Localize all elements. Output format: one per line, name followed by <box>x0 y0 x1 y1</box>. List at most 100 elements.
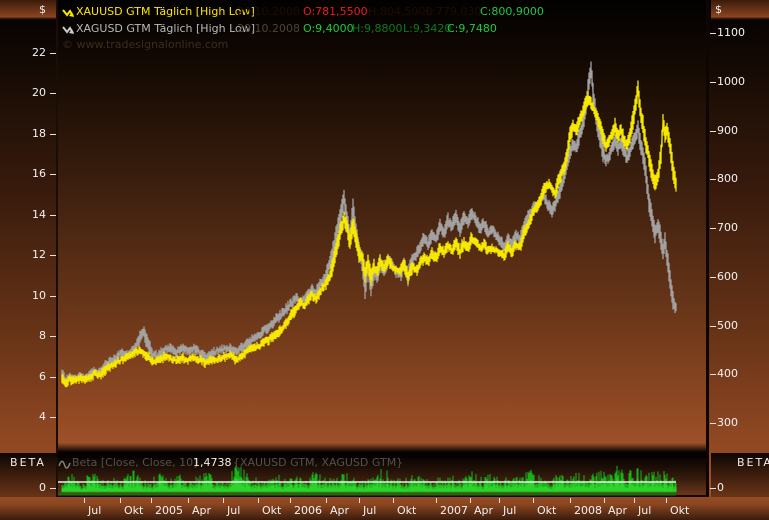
right-axis-tick-label: 300 <box>717 416 738 429</box>
time-axis-tick <box>634 498 635 503</box>
beta-zero-tick-left <box>50 488 56 489</box>
left-axis-tick-label: 18 <box>32 127 46 140</box>
left-axis-tick-label: 20 <box>32 86 46 99</box>
beta-title-right: BETA <box>737 456 769 469</box>
left-axis-tick-label: 22 <box>32 46 46 59</box>
time-axis-label: 2007 <box>440 504 468 517</box>
time-axis-tick <box>258 498 259 503</box>
legend-gold-name[interactable]: XAUUSD GTM Täglich [High Low] <box>76 5 255 18</box>
left-axis-tick <box>50 215 56 216</box>
right-axis-tick-label: 700 <box>717 221 738 234</box>
time-axis-tick <box>223 498 224 503</box>
left-axis-tick <box>50 174 56 175</box>
time-axis-label: Jul <box>638 504 652 517</box>
beta-band-left <box>0 453 56 497</box>
left-axis-unit-band: $ <box>0 0 56 20</box>
beta-legend-name[interactable]: Beta [Close, Close, 10] <box>72 456 198 469</box>
time-axis-tick <box>499 498 500 503</box>
time-axis-tick <box>359 498 360 503</box>
legend-gold-high: H:804,5000 <box>368 5 433 18</box>
legend-silver-name[interactable]: XAGUSD GTM Täglich [High Low] <box>76 22 256 35</box>
left-axis-tick <box>50 134 56 135</box>
time-axis-tick <box>188 498 189 503</box>
time-axis-tick <box>604 498 605 503</box>
legend-gold-close: C:800,9000 <box>480 5 544 18</box>
time-axis-label: Okt <box>262 504 282 517</box>
time-axis-label: 2006 <box>294 504 322 517</box>
legend-gold-date: 20.10.2008 - <box>237 5 308 18</box>
time-axis-label: Apr <box>330 504 350 517</box>
time-axis-label: Apr <box>192 504 212 517</box>
time-axis-tick <box>326 498 327 503</box>
right-axis-tick-label: 900 <box>717 124 738 137</box>
time-axis-label: Jul <box>88 504 102 517</box>
right-axis-tick <box>710 374 716 375</box>
beta-title-left: BETA <box>10 456 46 469</box>
right-axis-tick <box>710 423 716 424</box>
beta-zero-tick-right <box>710 488 716 489</box>
legend-silver-low: L:9,3420 <box>403 22 452 35</box>
time-axis-tick <box>393 498 394 503</box>
right-axis-tick <box>710 326 716 327</box>
beta-current-value: 1,4738 <box>193 456 232 469</box>
right-axis-tick-label: 1100 <box>717 26 745 39</box>
time-axis-label: Okt <box>537 504 557 517</box>
legend-gold-low: L:779,0300 <box>426 5 489 18</box>
time-axis-label: Apr <box>608 504 628 517</box>
right-axis-unit: $ <box>715 3 722 16</box>
time-axis-label: Okt <box>670 504 690 517</box>
right-axis-tick-label: 400 <box>717 367 738 380</box>
legend-silver-date: 20.10.2008 - <box>237 22 308 35</box>
time-axis-tick <box>290 498 291 503</box>
right-axis-tick <box>710 179 716 180</box>
time-axis-label: Jul <box>503 504 517 517</box>
time-axis-label: 2005 <box>155 504 183 517</box>
left-axis-tick-label: 12 <box>32 248 46 261</box>
right-axis-unit-band: $ <box>711 0 769 20</box>
beta-zero-label-left: 0 <box>39 481 46 494</box>
left-axis-tick-label: 10 <box>32 289 46 302</box>
beta-zero-label-right: 0 <box>717 481 724 494</box>
time-axis-tick <box>533 498 534 503</box>
left-axis-tick <box>50 255 56 256</box>
left-axis-tick <box>50 377 56 378</box>
time-axis-tick <box>666 498 667 503</box>
time-axis-label: Jul <box>227 504 241 517</box>
legend-silver-close: C:9,7480 <box>447 22 497 35</box>
left-axis-unit: $ <box>39 3 46 16</box>
legend-silver-open: O:9,4000 <box>303 22 354 35</box>
time-axis-tick <box>151 498 152 503</box>
left-axis-tick-label: 14 <box>32 208 46 221</box>
right-axis-tick <box>710 277 716 278</box>
right-axis-tick <box>710 33 716 34</box>
time-axis-label: Okt <box>124 504 144 517</box>
left-axis-tick <box>50 93 56 94</box>
legend-gold-open: O:781,5500 <box>303 5 368 18</box>
left-axis-tick <box>50 417 56 418</box>
right-axis-tick <box>710 228 716 229</box>
time-axis-tick <box>120 498 121 503</box>
main-chart-plot[interactable] <box>56 0 709 456</box>
beta-band-right <box>711 453 769 497</box>
beta-legend-pair: {XAUUSD GTM, XAGUSD GTM} <box>233 456 404 469</box>
left-axis-tick-label: 8 <box>39 329 46 342</box>
right-axis-tick-label: 1000 <box>717 75 745 88</box>
time-axis-tick <box>570 498 571 503</box>
right-axis-tick <box>710 82 716 83</box>
left-axis-tick <box>50 296 56 297</box>
time-axis-label: Okt <box>397 504 417 517</box>
left-axis-tick <box>50 336 56 337</box>
left-axis-tick-label: 4 <box>39 410 46 423</box>
left-axis-tick <box>50 53 56 54</box>
left-axis-tick-label: 6 <box>39 370 46 383</box>
right-axis-tick-label: 500 <box>717 319 738 332</box>
watermark: © www.tradesignalonline.com <box>62 38 229 51</box>
right-axis-tick-label: 800 <box>717 172 738 185</box>
left-axis-tick-label: 16 <box>32 167 46 180</box>
right-axis-tick <box>710 131 716 132</box>
time-axis-label: 2008 <box>574 504 602 517</box>
time-axis-label: Jul <box>363 504 377 517</box>
time-axis-tick <box>470 498 471 503</box>
time-axis-tick <box>84 498 85 503</box>
